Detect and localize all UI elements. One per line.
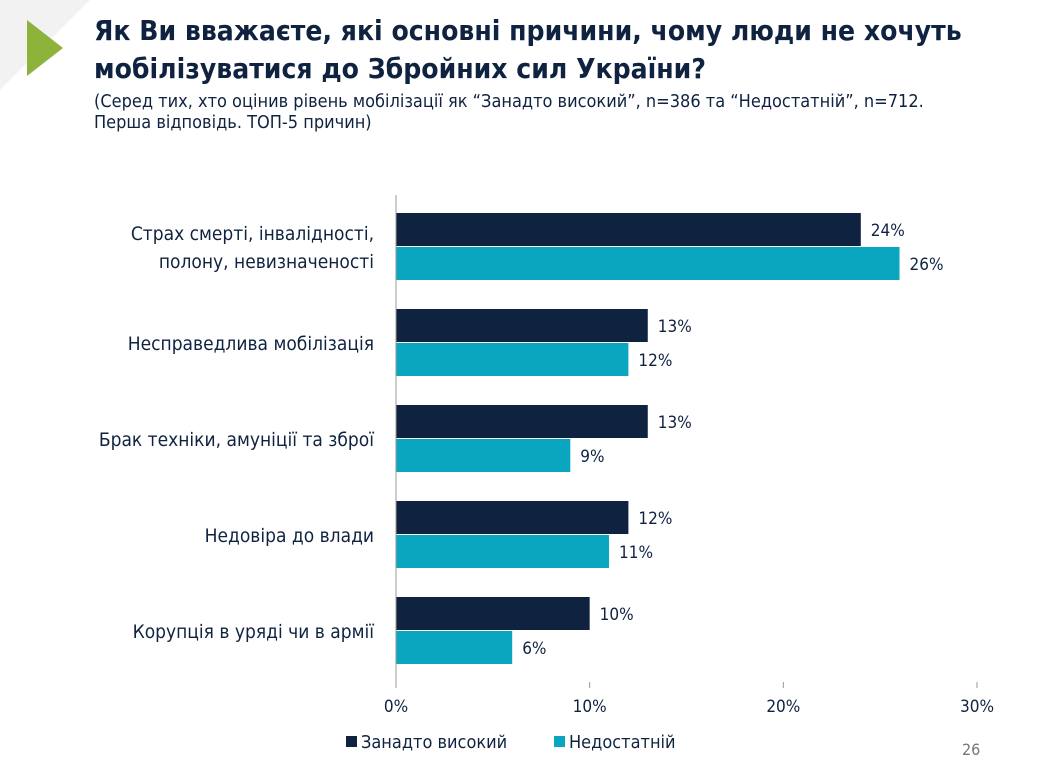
x-tick-label: 30%: [960, 697, 994, 717]
data-label: 9%: [580, 447, 604, 467]
page-title: Як Ви вважаєте, які основні причини, чом…: [94, 14, 962, 85]
x-tick-label: 10%: [573, 697, 607, 717]
x-tick-label: 20%: [766, 697, 800, 717]
play-arrow-icon: [27, 20, 63, 76]
category-label: Корупція в уряді чи в армії: [133, 621, 375, 643]
page-number: 26: [962, 740, 981, 759]
bar-too-high: [396, 309, 648, 342]
data-label: 13%: [658, 317, 692, 337]
category-label: полону, невизначеності: [159, 251, 374, 273]
bar-too-high: [396, 597, 590, 630]
legend-label: Недостатній: [569, 732, 676, 753]
bar-insufficient: [396, 343, 629, 376]
data-label: 26%: [910, 255, 944, 275]
data-label: 12%: [638, 351, 672, 371]
bar-insufficient: [396, 439, 571, 472]
page-subtitle: (Серед тих, хто оцінив рівень мобілізаці…: [94, 91, 924, 133]
data-label: 24%: [871, 221, 905, 241]
x-tick-label: 0%: [384, 697, 408, 717]
bar-insufficient: [396, 247, 900, 280]
legend-swatch: [346, 736, 357, 747]
bar-insufficient: [396, 535, 610, 568]
legend-label: Занадто високий: [361, 732, 507, 753]
category-label: Брак техніки, амуніції та зброї: [99, 429, 374, 451]
data-label: 10%: [600, 605, 634, 625]
bar-too-high: [396, 213, 861, 246]
bar-too-high: [396, 405, 648, 438]
category-label: Страх смерті, інвалідності,: [131, 223, 374, 245]
data-label: 6%: [522, 639, 546, 659]
category-label: Недовіра до влади: [205, 525, 374, 547]
data-label: 12%: [638, 509, 672, 529]
bar-too-high: [396, 501, 629, 534]
data-label: 11%: [619, 543, 653, 563]
category-label: Несправедлива мобілізація: [128, 333, 374, 355]
data-label: 13%: [658, 413, 692, 433]
bar-insufficient: [396, 631, 513, 664]
legend-swatch: [554, 736, 565, 747]
